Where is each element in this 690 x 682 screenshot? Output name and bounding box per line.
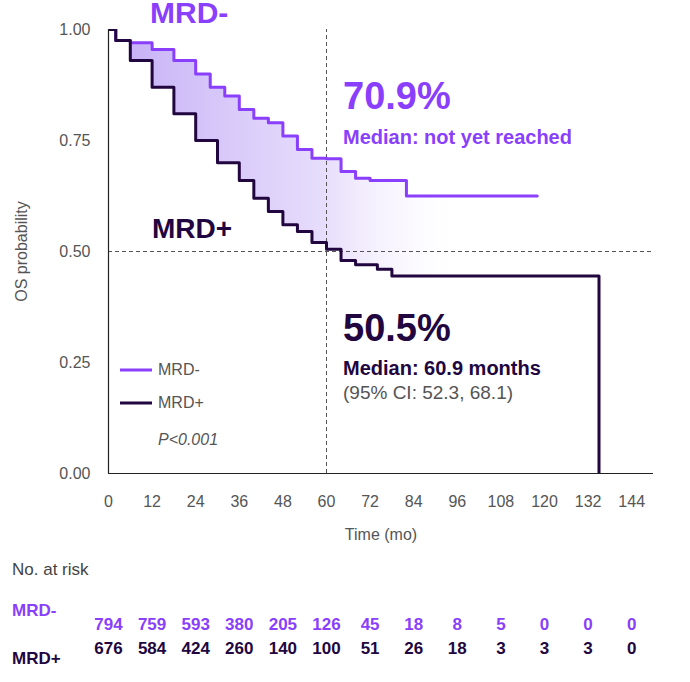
html-text:MRD+: MRD+	[12, 649, 61, 668]
svg-text:0: 0	[583, 615, 592, 634]
svg-text:584: 584	[138, 639, 167, 658]
svg-text:51: 51	[361, 639, 380, 658]
svg-text:3: 3	[540, 639, 549, 658]
svg-text:3: 3	[583, 639, 592, 658]
html-text:70.9%: 70.9%	[343, 75, 451, 117]
svg-text:100: 100	[312, 639, 340, 658]
svg-text:18: 18	[404, 615, 423, 634]
svg-text:205: 205	[269, 615, 297, 634]
html-text:(95% CI: 52.3, 68.1): (95% CI: 52.3, 68.1)	[343, 382, 513, 403]
svg-text:144: 144	[618, 493, 645, 510]
svg-text:24: 24	[187, 493, 205, 510]
svg-text:380: 380	[225, 615, 253, 634]
svg-text:794: 794	[94, 615, 123, 634]
svg-text:0: 0	[627, 615, 636, 634]
html-text:MRD+: MRD+	[158, 394, 204, 411]
html-text:Median: 60.9 months: Median: 60.9 months	[343, 357, 541, 379]
svg-text:3: 3	[496, 639, 505, 658]
html-text:No. at risk: No. at risk	[12, 560, 89, 579]
svg-text:1.00: 1.00	[59, 21, 90, 38]
html-text:MRD-: MRD-	[12, 601, 57, 620]
svg-text:0: 0	[540, 615, 549, 634]
svg-text:132: 132	[575, 493, 602, 510]
svg-text:120: 120	[531, 493, 558, 510]
svg-text:8: 8	[453, 615, 462, 634]
svg-text:140: 140	[269, 639, 297, 658]
svg-text:0: 0	[627, 639, 636, 658]
svg-text:Time (mo): Time (mo)	[345, 526, 417, 543]
svg-text:96: 96	[448, 493, 466, 510]
svg-text:48: 48	[274, 493, 292, 510]
svg-text:18: 18	[448, 639, 467, 658]
svg-text:5: 5	[496, 615, 505, 634]
svg-text:126: 126	[312, 615, 340, 634]
svg-text:260: 260	[225, 639, 253, 658]
svg-text:36: 36	[230, 493, 248, 510]
svg-text:0.50: 0.50	[59, 243, 90, 260]
svg-text:593: 593	[182, 615, 210, 634]
svg-text:45: 45	[361, 615, 380, 634]
svg-text:12: 12	[143, 493, 161, 510]
html-text:MRD+: MRD+	[152, 213, 233, 244]
svg-text:60: 60	[318, 493, 336, 510]
svg-text:108: 108	[488, 493, 515, 510]
svg-text:759: 759	[138, 615, 166, 634]
svg-text:0.75: 0.75	[59, 132, 90, 149]
svg-text:0.25: 0.25	[59, 354, 90, 371]
svg-text:26: 26	[404, 639, 423, 658]
svg-text:424: 424	[182, 639, 211, 658]
svg-text:676: 676	[94, 639, 122, 658]
html-text:50.5%: 50.5%	[343, 307, 451, 349]
svg-text:72: 72	[361, 493, 379, 510]
svg-text:84: 84	[405, 493, 423, 510]
html-text:Median: not yet reached: Median: not yet reached	[343, 126, 572, 148]
svg-text:0.00: 0.00	[59, 465, 90, 482]
html-text:P<0.001: P<0.001	[158, 431, 219, 448]
html-text:MRD-: MRD-	[158, 361, 200, 378]
svg-text:0: 0	[104, 493, 113, 510]
svg-text:OS probability: OS probability	[13, 201, 30, 302]
